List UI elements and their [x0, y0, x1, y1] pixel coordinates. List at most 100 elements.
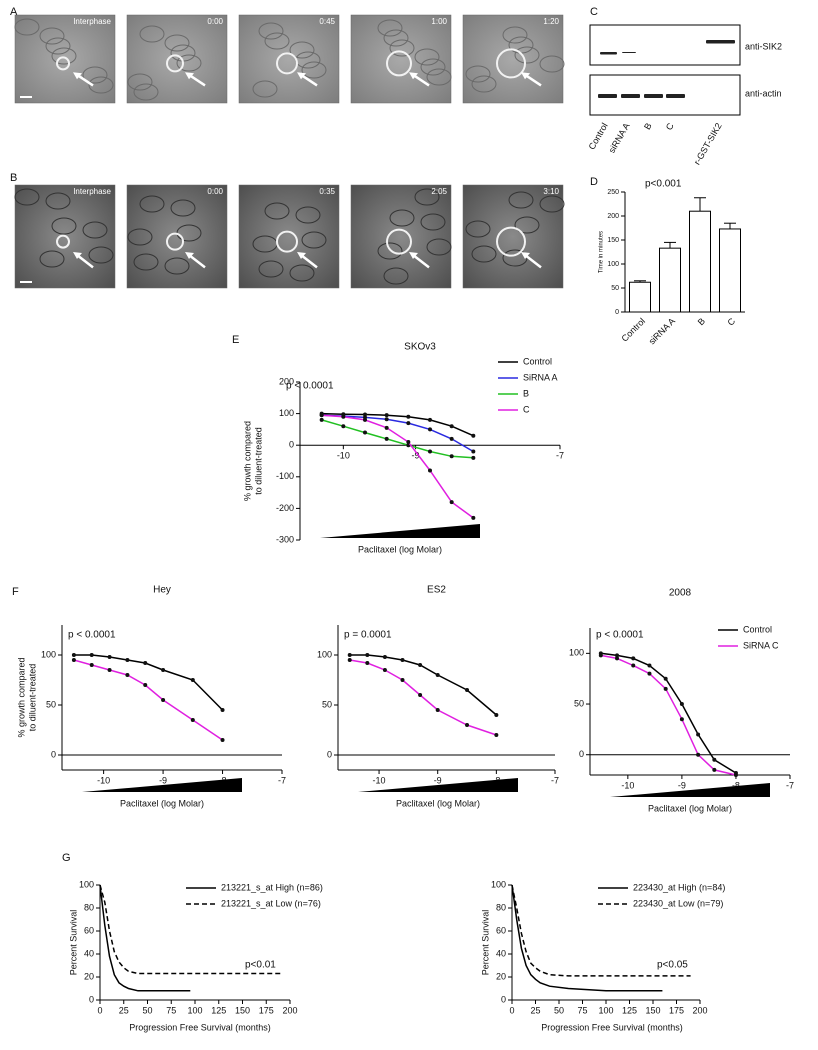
arrow [524, 254, 542, 269]
y-axis-label: to diluent-treated [253, 427, 263, 495]
data-point [435, 673, 440, 677]
x-tick-label: 50 [142, 1005, 152, 1015]
bar [659, 247, 681, 313]
dividing-cell [276, 52, 298, 75]
data-point [449, 424, 454, 429]
arrow [188, 254, 206, 269]
y-tick-label: 20 [84, 971, 94, 981]
cell [176, 54, 202, 72]
data-point [220, 708, 225, 712]
data-point [631, 663, 636, 668]
y-axis-label: % growth compared [16, 657, 26, 737]
arrow-head [409, 251, 418, 259]
x-tick-label: -8 [732, 780, 740, 790]
arrow [412, 254, 430, 269]
data-point [428, 417, 432, 422]
arrow-head [185, 251, 194, 259]
y-tick-label: 0 [289, 440, 294, 450]
cell [420, 213, 446, 231]
x-tick-label: 50 [554, 1005, 564, 1015]
series-line [321, 412, 474, 437]
data-point [220, 738, 225, 742]
timestamp: 3:10 [543, 187, 559, 196]
x-tick-label: -7 [556, 451, 564, 461]
data-point [712, 767, 717, 772]
y-tick-label: 50 [322, 699, 332, 709]
x-tick-label: 100 [598, 1005, 613, 1015]
p-value: p<0.001 [645, 179, 682, 190]
band [666, 94, 685, 98]
cell [289, 264, 315, 282]
y-tick-label: 20 [496, 971, 506, 981]
y-tick-label: 250 [607, 189, 619, 196]
x-tick-label: 0 [509, 1005, 514, 1015]
dose-wedge [358, 778, 518, 792]
data-point [341, 424, 346, 429]
arrow-head [521, 72, 530, 80]
data-point [418, 663, 423, 667]
data-point [647, 671, 652, 676]
data-point [406, 440, 411, 445]
lane-label: C [664, 121, 676, 132]
arrow [524, 73, 542, 87]
cell [508, 191, 534, 209]
y-axis-label: Percent Survival [68, 910, 78, 976]
dose-wedge [610, 783, 770, 797]
micrograph [126, 184, 228, 289]
x-tick-label: 125 [211, 1005, 226, 1015]
data-point [190, 678, 195, 682]
dividing-cell [166, 232, 184, 251]
bar [629, 281, 651, 313]
series-line [511, 884, 691, 977]
cell [420, 58, 446, 76]
x-axis-label: Progression Free Survival (months) [129, 1022, 271, 1032]
data-point [418, 693, 423, 697]
cell [133, 253, 159, 271]
panel-label: D [590, 176, 598, 188]
lane-label: r-GST-SIK2 [692, 121, 724, 166]
x-tick-label: 25 [530, 1005, 540, 1015]
arrow [300, 73, 318, 87]
cell [139, 195, 165, 213]
band [644, 94, 663, 98]
cell [39, 27, 65, 45]
timestamp: 0:35 [319, 187, 335, 196]
cell [264, 202, 290, 220]
cell [164, 34, 190, 52]
timestamp: 0:00 [207, 17, 223, 26]
data-point [341, 414, 346, 419]
series-line [99, 884, 191, 992]
data-point [107, 668, 112, 672]
x-tick-label: 125 [622, 1005, 637, 1015]
data-point [125, 658, 130, 662]
data-point [319, 413, 324, 418]
cell [88, 76, 114, 94]
x-tick-label: -7 [786, 780, 794, 790]
data-point [663, 686, 668, 691]
legend-label: 213221_s_at Low (n=76) [221, 898, 321, 908]
data-point [598, 653, 603, 658]
bar [689, 210, 711, 313]
cell [389, 209, 415, 227]
cell [471, 75, 497, 93]
data-point [71, 658, 76, 662]
cell [39, 250, 65, 268]
x-tick-label: -7 [278, 775, 286, 785]
y-tick-label: 60 [84, 925, 94, 935]
legend-label: SiRNA C [743, 640, 779, 650]
dividing-cell [56, 56, 70, 71]
legend-label: Control [743, 624, 772, 634]
x-axis-label: Paclitaxel (log Molar) [358, 544, 442, 554]
data-point [363, 430, 367, 435]
x-axis-label: Paclitaxel (log Molar) [120, 798, 204, 808]
cell [465, 65, 491, 83]
series-line [73, 654, 224, 711]
cell [264, 32, 290, 50]
data-point [363, 417, 367, 422]
x-tick-label: 200 [282, 1005, 297, 1015]
dividing-cell [276, 230, 298, 253]
band [600, 52, 617, 55]
chart-title: SKOv3 [404, 342, 436, 353]
cell [258, 260, 284, 278]
data-point [143, 683, 148, 687]
